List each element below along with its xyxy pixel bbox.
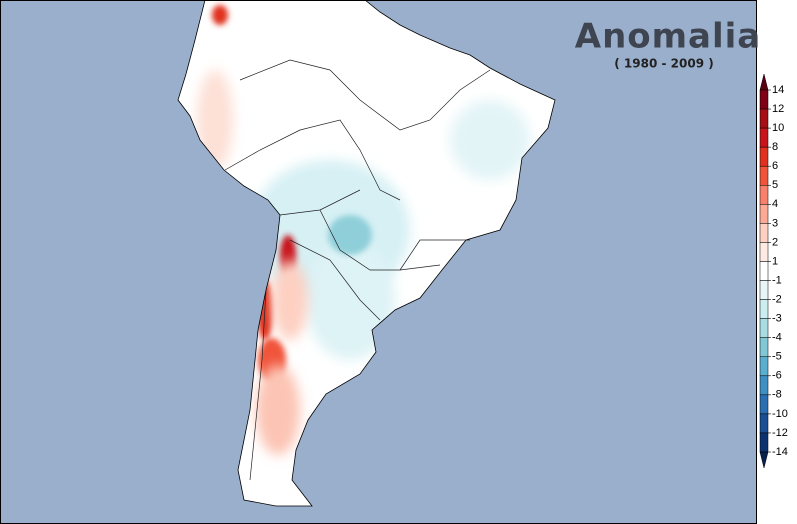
colorbar-box	[759, 318, 769, 338]
colorbar-label: 10	[772, 122, 784, 134]
colorbar-box	[759, 89, 769, 110]
map-subtitle: ( 1980 - 2009 )	[614, 57, 713, 71]
colorbar-box	[759, 280, 769, 300]
colorbar-label: 8	[772, 141, 778, 153]
colorbar-box	[759, 375, 769, 396]
colorbar-label: 3	[772, 217, 778, 229]
colorbar-label: -5	[772, 351, 782, 363]
colorbar-label: 12	[772, 103, 784, 115]
colorbar-label: -6	[772, 370, 782, 382]
colorbar-box	[759, 337, 769, 357]
colorbar-label: 1	[772, 255, 778, 267]
colorbar-label: -14	[772, 446, 788, 458]
colorbar-extend-bottom	[759, 451, 769, 469]
colorbar-box	[759, 204, 769, 224]
colorbar-box	[759, 108, 769, 129]
colorbar-box	[759, 223, 769, 243]
colorbar-box	[759, 185, 769, 205]
colorbar-box	[759, 165, 769, 186]
colorbar-label: -3	[772, 313, 782, 325]
colorbar-label: -10	[772, 408, 788, 420]
colorbar-label: 4	[772, 198, 778, 210]
colorbar-box	[759, 356, 769, 377]
colorbar-label: -2	[772, 293, 782, 305]
colorbar-label: -1	[772, 274, 782, 286]
colorbar-box	[759, 242, 769, 262]
colorbar-label: -4	[772, 332, 782, 344]
borders	[224, 59, 491, 481]
colorbar-box	[759, 146, 769, 167]
colorbar-label: 14	[772, 84, 784, 96]
colorbar: 14 12 10 8 6 5 4 3 2 1 -1 -2 -3 -4 -5 -6 -8 -10 -12 -14	[759, 73, 788, 469]
colorbar-box	[759, 127, 769, 148]
colorbar-box	[759, 261, 769, 281]
colorbar-box	[759, 394, 769, 415]
colorbar-box	[759, 413, 769, 434]
colorbar-label: 2	[772, 236, 778, 248]
colorbar-label: 6	[772, 160, 778, 172]
map-title: Anomalia	[575, 17, 762, 57]
colorbar-label: -8	[772, 389, 782, 401]
colorbar-label: -12	[772, 427, 788, 439]
colorbar-label: 5	[772, 179, 778, 191]
colorbar-box	[759, 299, 769, 319]
colorbar-box	[759, 432, 769, 453]
